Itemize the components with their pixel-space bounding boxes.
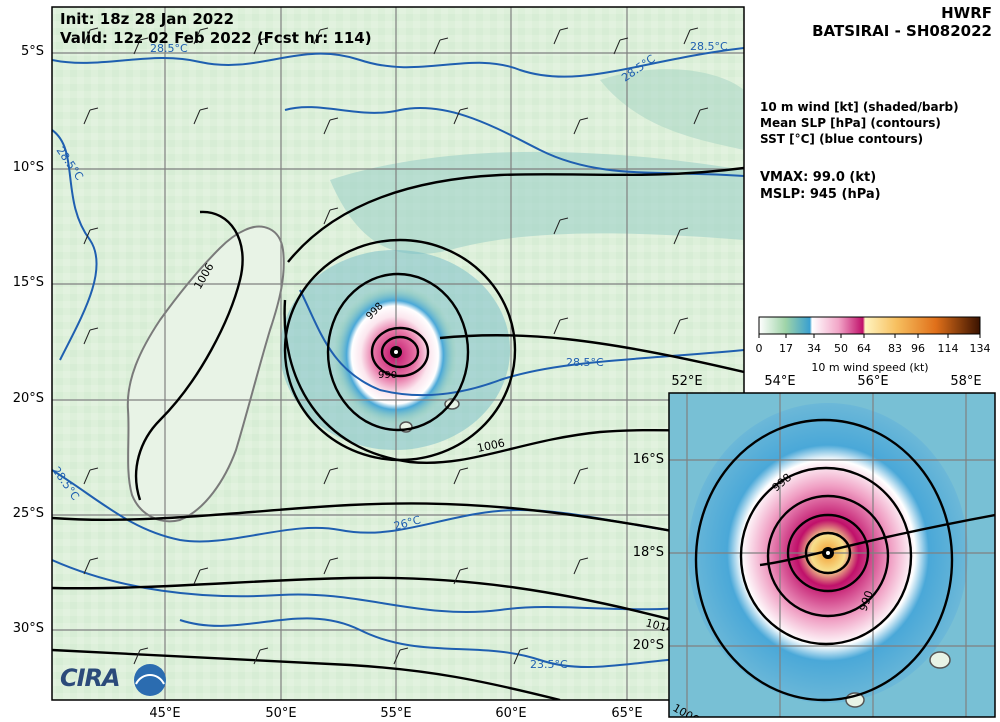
cb-tick-34: 34 (807, 342, 821, 355)
lon-label-55e: 55°E (380, 706, 412, 721)
colorbar (758, 316, 981, 335)
slp-label-990: 990 (378, 370, 397, 381)
lat-label-5s: 5°S (20, 44, 44, 59)
wind-band-north (330, 151, 744, 255)
colorbar-label: 10 m wind speed (kt) (811, 361, 929, 374)
cb-tick-134: 134 (969, 342, 991, 355)
vmax-value: VMAX: 99.0 (kt) (760, 170, 877, 185)
cb-tick-0: 0 (755, 342, 763, 355)
sst-contours (52, 47, 744, 669)
main-map-frame (51, 6, 745, 701)
inset-slp-contours (694, 418, 995, 702)
slp-label-1006-east: 1006 (476, 436, 506, 455)
lon-label-45e: 45°E (149, 706, 181, 721)
mslp-value: MSLP: 945 (hPa) (760, 187, 881, 202)
cb-tick-64: 64 (857, 342, 871, 355)
cb-tick-50: 50 (834, 342, 848, 355)
inset-frame (668, 392, 996, 718)
inset-lon-label-56e: 56°E (857, 374, 889, 389)
cira-logo-text: CIRA (60, 664, 121, 692)
inset-mauritius (929, 651, 951, 669)
legend-sst: SST [°C] (blue contours) (760, 132, 924, 146)
sst-label-3: 28.5°C (566, 356, 604, 369)
wind-band-northeast (600, 69, 744, 150)
lon-label-50e: 50°E (265, 706, 297, 721)
inset-map: 998 990 1006 (669, 393, 995, 717)
lon-label-65e: 65°E (611, 706, 643, 721)
lat-label-25s: 25°S (12, 506, 44, 521)
lat-label-20s: 20°S (12, 391, 44, 406)
colorbar-ticks (758, 334, 981, 338)
cb-tick-114: 114 (937, 342, 959, 355)
legend-wind: 10 m wind [kt] (shaded/barb) (760, 100, 959, 114)
slp-contours (52, 166, 744, 700)
storm-center-symbol (390, 346, 402, 358)
inset-lon-label-52e: 52°E (671, 374, 703, 389)
lat-label-15s: 15°S (12, 275, 44, 290)
valid-time: Valid: 12z 02 Feb 2022 (Fcst hr: 114) (60, 29, 372, 47)
lat-label-30s: 30°S (12, 621, 44, 636)
inset-lon-label-54e: 54°E (764, 374, 796, 389)
sst-label-6: 28.5°C (150, 42, 188, 55)
model-name: HWRF (941, 4, 992, 22)
inset-lat-label-20s: 20°S (632, 638, 664, 653)
cb-tick-96: 96 (911, 342, 925, 355)
storm-name: BATSIRAI - SH082022 (812, 22, 992, 40)
wind-barbs (83, 27, 709, 665)
cb-tick-17: 17 (779, 342, 793, 355)
inset-lat-label-18s: 18°S (632, 545, 664, 560)
main-map: 1006 1006 1014 998 990 28.5°C 28.5°C 28.… (52, 7, 744, 700)
inset-lat-label-16s: 16°S (632, 452, 664, 467)
init-time: Init: 18z 28 Jan 2022 (60, 10, 235, 28)
sst-label-23-5: 23.5°C (530, 658, 568, 671)
cb-tick-83: 83 (888, 342, 902, 355)
legend-slp: Mean SLP [hPa] (contours) (760, 116, 941, 130)
lat-label-10s: 10°S (12, 160, 44, 175)
lon-label-60e: 60°E (495, 706, 527, 721)
cira-logo (134, 664, 166, 696)
inset-lon-label-58e: 58°E (950, 374, 982, 389)
sst-label-1: 28.5°C (690, 40, 728, 53)
